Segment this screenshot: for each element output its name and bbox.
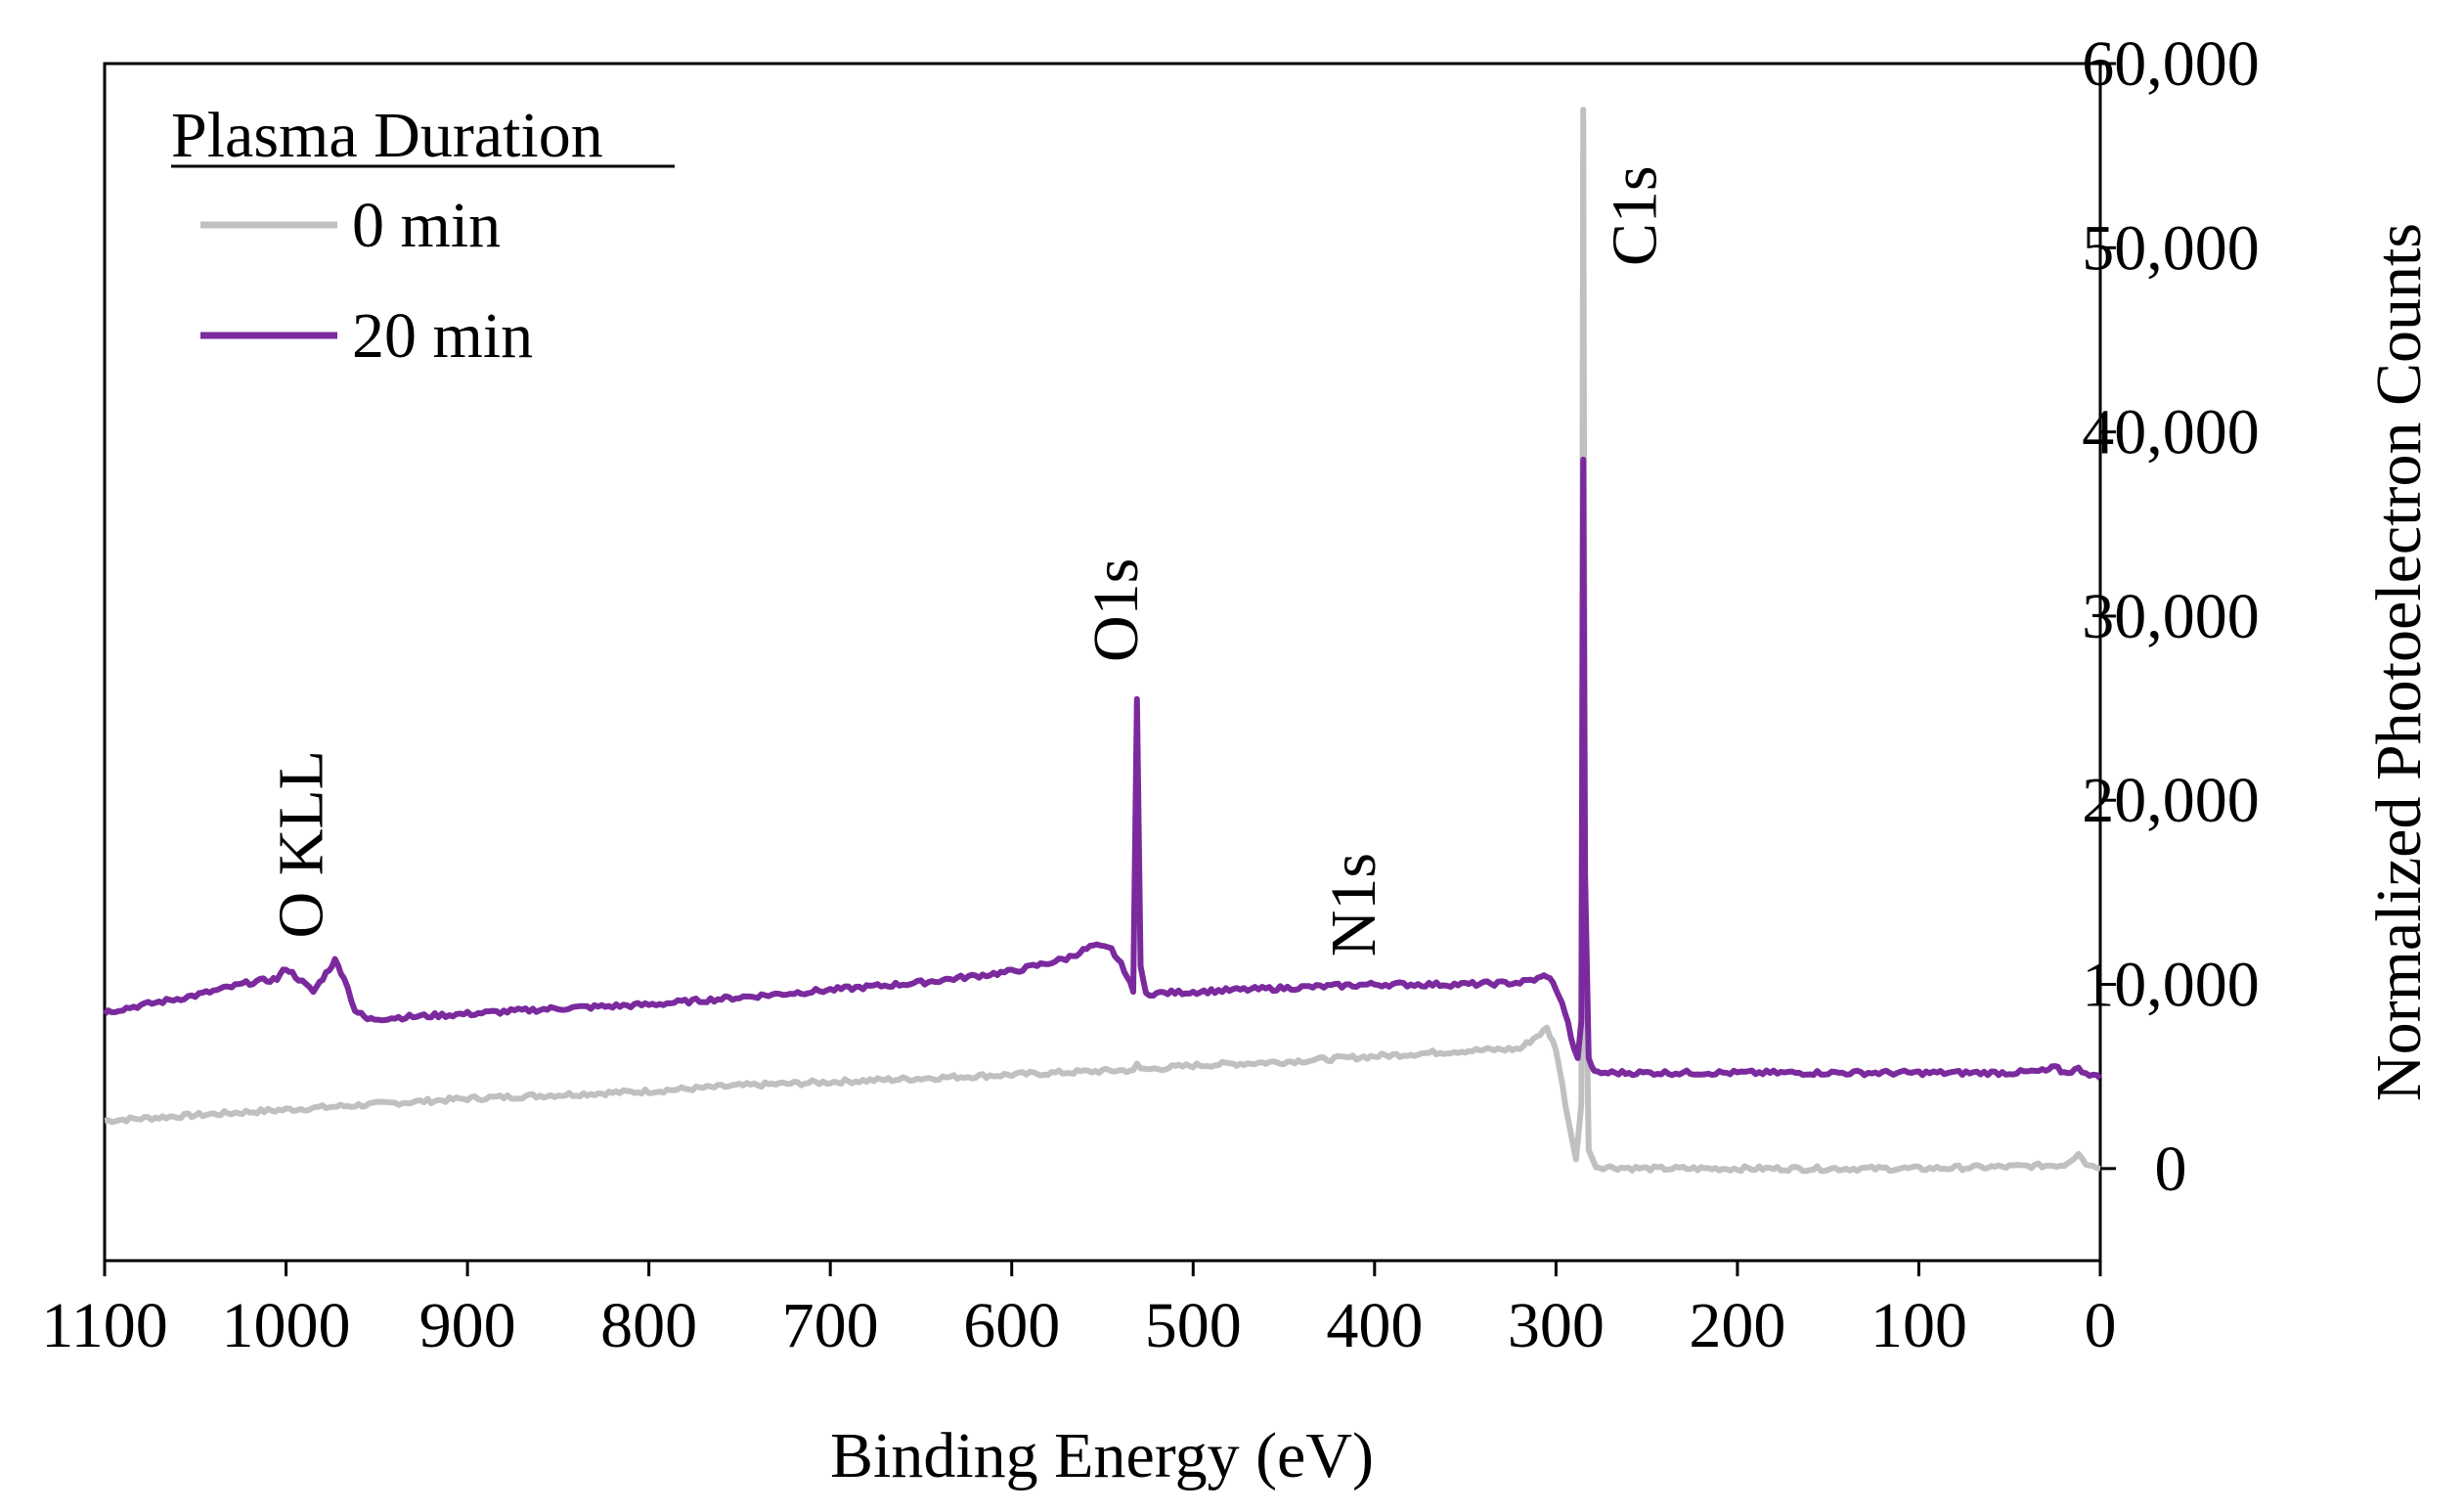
x-tick-label-200: 200 [1689,1290,1785,1361]
peak-label-O1s: O1s [1080,558,1152,662]
peak-label-N1s: N1s [1318,853,1389,956]
x-axis: 1100 1000 900 800 700 600 500 400 300 200 100 0 [41,1261,2117,1361]
peak-label-O-KLL: O KLL [266,750,337,938]
x-tick-label-100: 100 [1870,1290,1967,1361]
x-tick-label-300: 300 [1508,1290,1605,1361]
x-tick-label-500: 500 [1145,1290,1242,1361]
x-tick-label-800: 800 [600,1290,697,1361]
x-tick-label-1100: 1100 [41,1290,168,1361]
x-tick-label-900: 900 [419,1290,516,1361]
y-tick-label-10000: 10,000 [2082,950,2260,1021]
legend-label-0-min: 0 min [352,190,501,261]
plot-area-frame [103,62,2102,1263]
y-axis: 0 10,000 20,000 30,000 40,000 50,000 60,000 [2082,28,2260,1205]
series-layer [102,107,2103,1175]
y-tick-label-40000: 40,000 [2082,397,2260,468]
x-tick-label-0: 0 [2085,1290,2117,1361]
x-tick-label-400: 400 [1326,1290,1423,1361]
series-line-20-min [102,456,2103,1081]
y-axis-label: Normalized Photoelectron Counts [2363,223,2435,1101]
y-tick-label-60000: 60,000 [2082,28,2260,100]
legend-label-20-min: 20 min [352,300,533,372]
y-tick-label-0: 0 [2155,1134,2187,1205]
series-line-0-min [104,107,2101,1175]
legend-title: Plasma Duration [171,100,603,171]
x-axis-label: Binding Energy (eV) [830,1420,1374,1491]
peak-label-C1s: C1s [1599,165,1670,266]
y-tick-label-20000: 20,000 [2082,765,2260,836]
y-tick-label-30000: 30,000 [2082,581,2260,652]
annotation-layer: O KLL O1s N1s C1s [266,165,1671,956]
legend: Plasma Duration 0 min 20 min [171,100,675,372]
x-tick-label-1000: 1000 [222,1290,351,1361]
x-tick-label-700: 700 [782,1290,879,1361]
y-tick-label-50000: 50,000 [2082,212,2260,284]
x-tick-label-600: 600 [963,1290,1060,1361]
